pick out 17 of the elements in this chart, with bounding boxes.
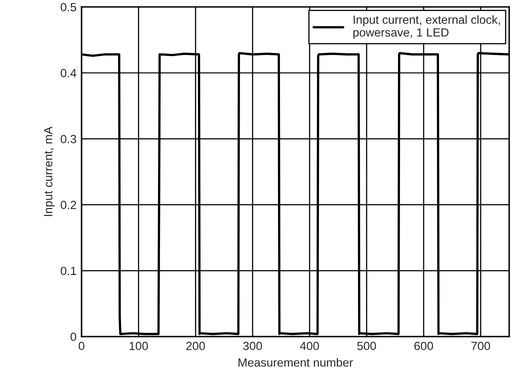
- x-tick-label: 400: [300, 342, 319, 350]
- legend-label: Input current, external clock, powersave, 1 LED: [353, 15, 500, 39]
- x-tick-label: 100: [130, 342, 148, 350]
- x-tick-label: 600: [414, 342, 434, 350]
- y-tick-label: 0.3: [60, 134, 76, 144]
- y-tick-label: 0.4: [60, 68, 76, 78]
- x-tick-label: 700: [471, 342, 490, 350]
- x-axis-title: Measurement number: [238, 358, 353, 367]
- x-tick-label: 300: [243, 342, 262, 350]
- x-tick-label: 200: [186, 342, 205, 350]
- y-tick-label: 0: [70, 332, 76, 341]
- y-tick-label: 0.2: [60, 200, 76, 210]
- y-tick-label: 0.5: [60, 2, 76, 12]
- x-tick-label: 500: [357, 342, 376, 350]
- y-axis-title: Input current, mA: [44, 126, 55, 216]
- x-tick-label: 0: [78, 342, 84, 350]
- y-tick-label: 0.1: [60, 266, 76, 276]
